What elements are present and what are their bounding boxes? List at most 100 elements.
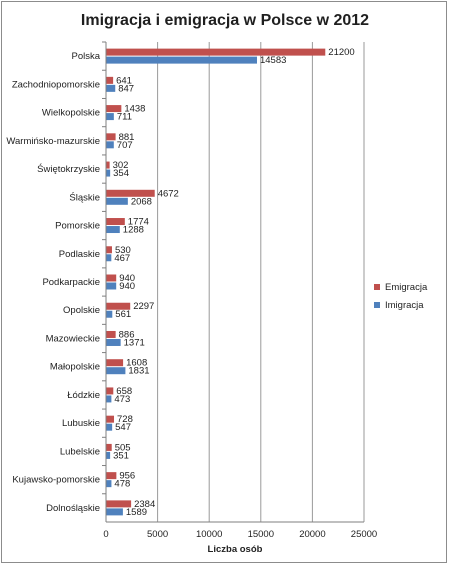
legend-label: Emigracja xyxy=(385,282,428,293)
data-label: 1438 xyxy=(124,104,145,115)
data-label: 1774 xyxy=(128,217,149,228)
category-label: Polska xyxy=(71,51,100,62)
category-label: Małopolskie xyxy=(50,362,100,373)
data-label: 1288 xyxy=(123,225,144,236)
category-label: Lubuskie xyxy=(62,418,100,429)
bar-emigracja xyxy=(106,330,116,338)
x-tick-label: 0 xyxy=(103,529,108,540)
category-label: Pomorskie xyxy=(55,221,100,232)
bar-imigracja xyxy=(106,338,121,346)
data-label: 351 xyxy=(113,450,129,461)
data-label: 707 xyxy=(117,140,133,151)
bar-emigracja xyxy=(106,443,112,451)
data-label: 1831 xyxy=(128,366,149,377)
category-label: Mazowieckie xyxy=(46,333,100,344)
bar-emigracja xyxy=(106,161,110,169)
bar-emigracja xyxy=(106,246,112,254)
data-label: 728 xyxy=(117,414,133,425)
bar-imigracja xyxy=(106,84,116,92)
x-tick-label: 20000 xyxy=(299,529,325,540)
bar-imigracja xyxy=(106,310,113,318)
gridlines xyxy=(157,42,365,522)
data-label: 940 xyxy=(119,273,135,284)
bar-emigracja xyxy=(106,133,116,141)
bar-imigracja xyxy=(106,451,111,459)
x-tick-label: 15000 xyxy=(248,529,274,540)
bars xyxy=(106,48,326,516)
category-label: Warmińsko-mazurskie xyxy=(6,136,100,147)
x-axis-label: Liczba osób xyxy=(208,544,263,555)
data-label: 886 xyxy=(119,329,135,340)
x-tick-label: 25000 xyxy=(351,529,377,540)
bar-imigracja xyxy=(106,480,112,488)
labels: 0 5000 10000 15000 20000 25000 Polska 21200 1458… xyxy=(6,47,377,540)
bar-imigracja xyxy=(106,169,111,177)
category-label: Świętokrzyskie xyxy=(37,163,100,175)
legend-label: Imigracja xyxy=(385,300,424,311)
data-label: 881 xyxy=(119,132,135,143)
data-label: 940 xyxy=(119,281,135,292)
data-label: 1589 xyxy=(126,507,147,518)
data-label: 473 xyxy=(114,394,130,405)
data-label: 956 xyxy=(119,471,135,482)
chart-title: Imigracja i emigracja w Polsce w 2012 xyxy=(81,12,369,29)
bar-imigracja xyxy=(106,508,123,516)
bar-imigracja xyxy=(106,367,126,375)
bar-emigracja xyxy=(106,48,326,56)
category-label: Śląskie xyxy=(69,191,100,203)
data-label: 547 xyxy=(115,422,131,433)
x-tick-label: 5000 xyxy=(147,529,168,540)
bar-emigracja xyxy=(106,218,125,226)
data-label: 21200 xyxy=(328,47,354,58)
bar-imigracja xyxy=(106,113,114,121)
data-label: 641 xyxy=(116,75,132,86)
bar-emigracja xyxy=(106,387,114,395)
bar-emigracja xyxy=(106,105,122,113)
bar-imigracja xyxy=(106,423,113,431)
data-label: 658 xyxy=(116,386,132,397)
bar-imigracja xyxy=(106,56,257,64)
data-label: 354 xyxy=(113,168,129,179)
category-label: Podkarpackie xyxy=(42,277,100,288)
category-label: Zachodniopomorskie xyxy=(12,79,100,90)
bar-emigracja xyxy=(106,415,115,423)
data-label: 2068 xyxy=(131,196,152,207)
axes xyxy=(102,41,364,523)
category-label: Kujawsko-pomorskie xyxy=(12,475,100,486)
bar-emigracja xyxy=(106,359,124,367)
data-label: 478 xyxy=(114,479,130,490)
bar-emigracja xyxy=(106,500,132,508)
legend: Emigracja Imigracja xyxy=(374,282,428,311)
category-label: Dolnośląskie xyxy=(46,503,100,514)
category-label: Łódzkie xyxy=(67,390,100,401)
data-label: 847 xyxy=(118,83,134,94)
data-label: 505 xyxy=(115,442,131,453)
data-label: 14583 xyxy=(260,55,286,66)
bar-emigracja xyxy=(106,189,155,197)
data-label: 4672 xyxy=(158,188,179,199)
category-label: Podlaskie xyxy=(59,249,100,260)
category-label: Lubelskie xyxy=(60,446,100,457)
bar-emigracja xyxy=(106,472,117,480)
data-label: 1371 xyxy=(124,337,145,348)
legend-swatch xyxy=(374,302,380,308)
bar-imigracja xyxy=(106,395,112,403)
data-label: 302 xyxy=(113,160,129,171)
data-label: 561 xyxy=(115,309,131,320)
bar-imigracja xyxy=(106,141,114,149)
category-label: Opolskie xyxy=(63,305,100,316)
x-tick-label: 10000 xyxy=(196,529,222,540)
data-label: 2297 xyxy=(133,301,154,312)
bar-imigracja xyxy=(106,254,112,262)
bar-emigracja xyxy=(106,302,131,310)
bar-emigracja xyxy=(106,76,114,84)
bar-imigracja xyxy=(106,226,120,234)
legend-swatch xyxy=(374,284,380,290)
bar-emigracja xyxy=(106,274,117,282)
data-label: 467 xyxy=(114,253,130,264)
category-label: Wielkopolskie xyxy=(42,108,100,119)
data-label: 1608 xyxy=(126,358,147,369)
data-label: 2384 xyxy=(134,499,155,510)
